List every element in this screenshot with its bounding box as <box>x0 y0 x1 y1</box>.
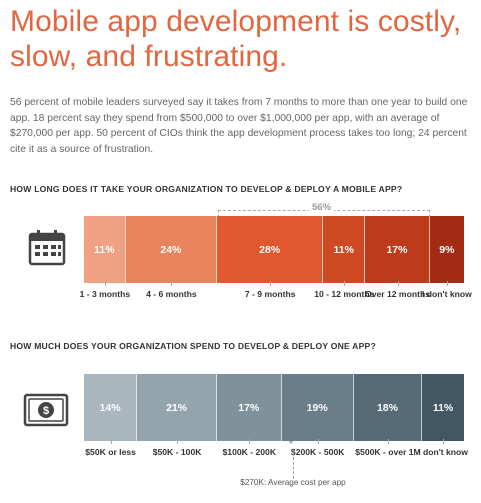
category-label: $50K - 100K <box>152 447 202 457</box>
category-label: 4 - 6 months <box>146 289 197 299</box>
money-icon: $ <box>23 393 69 427</box>
bar-segment-3: 28% <box>216 216 324 283</box>
bar-segment-6: 11% <box>422 374 464 441</box>
average-marker-line <box>293 452 294 479</box>
category-tick <box>443 439 445 444</box>
chart-2-title: HOW MUCH DOES YOUR ORGANIZATION SPEND TO… <box>10 341 376 351</box>
bar-segment-5: 17% <box>365 216 430 283</box>
category-label: 10 - 12 months <box>314 289 375 299</box>
average-marker: * <box>289 439 293 450</box>
chart-1-bar: 11% 24% 28% 11% 17% 9% <box>84 216 464 283</box>
page-title: Mobile app development is costly, slow, … <box>10 5 462 73</box>
category-tick <box>317 439 319 444</box>
bar-segment-4: 11% <box>323 216 366 283</box>
category-tick <box>388 439 389 444</box>
bar-segment-1: 14% <box>84 374 138 441</box>
category-tick <box>110 439 112 444</box>
category-label: $200K - 500K <box>290 447 345 457</box>
category-label: 1 - 3 months <box>79 289 131 299</box>
bar-segment-1: 11% <box>84 216 126 283</box>
chart-1-title: HOW LONG DOES IT TAKE YOUR ORGANIZATION … <box>10 184 403 194</box>
category-label: I don't know <box>422 289 472 299</box>
category-label: I don't know <box>418 447 468 457</box>
bar-segment-5: 18% <box>353 374 423 441</box>
calendar-icon <box>28 230 66 266</box>
svg-text:$: $ <box>43 405 49 417</box>
bar-segment-6: 9% <box>429 216 464 283</box>
category-label: $500K - over 1M <box>355 447 421 457</box>
category-tick <box>446 281 448 286</box>
category-tick <box>270 281 272 286</box>
chart-2-bar: 14% 21% 17% 19% 18% 11% <box>84 374 464 441</box>
category-tick <box>249 439 251 444</box>
category-label: Over 12 months <box>365 289 430 299</box>
category-label: $50K or less <box>85 447 136 457</box>
category-tick <box>397 281 399 286</box>
category-label: 7 - 9 months <box>244 289 296 299</box>
bar-segment-2: 24% <box>125 216 217 283</box>
bar-segment-2: 21% <box>137 374 217 441</box>
average-annotation: $270K: Average cost per app <box>240 478 346 487</box>
category-tick <box>344 281 346 286</box>
category-tick <box>104 281 106 286</box>
chart-1-bracket-label: 56% <box>309 202 335 213</box>
category-tick <box>171 281 173 286</box>
bar-segment-4: 19% <box>281 374 354 441</box>
intro-paragraph: 56 percent of mobile leaders surveyed sa… <box>10 97 468 155</box>
category-tick <box>177 439 179 444</box>
bar-segment-3: 17% <box>216 374 282 441</box>
category-label: $100K - 200K <box>222 447 277 457</box>
